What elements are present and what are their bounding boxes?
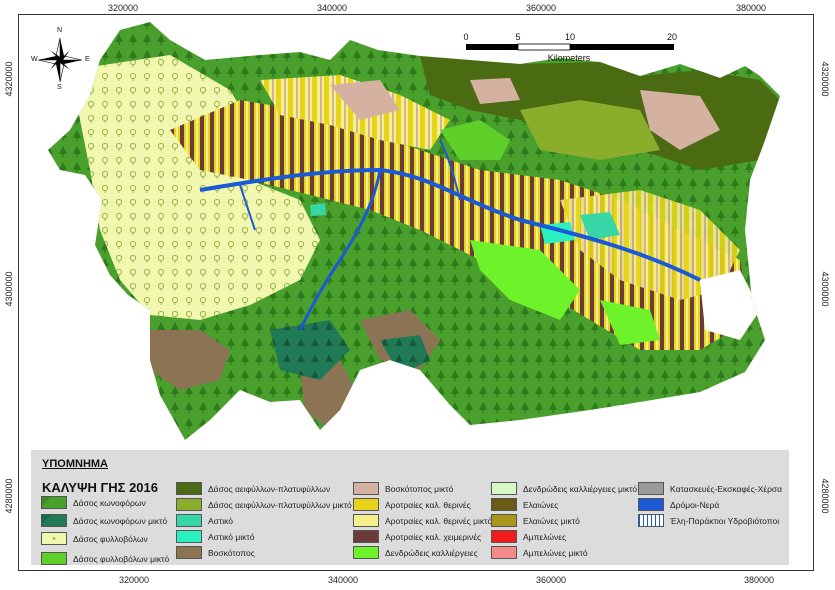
- legend-item-label: Δάσος κωνοφόρων: [73, 497, 146, 508]
- legend-item: Δάσος κωνοφόρων: [41, 496, 146, 509]
- legend-swatch: [491, 482, 517, 495]
- legend-item: Έλη-Παράκτιοι Υδροβιότοποι: [638, 514, 779, 527]
- x-tick-top: 340000: [316, 3, 348, 13]
- legend-item-label: Αμπελώνες μικτό: [523, 547, 588, 558]
- legend-item-label: Δάσος αειφύλλων-πλατυφύλλων: [208, 483, 331, 494]
- legend-item-label: Αροτραίες καλ. χειμερινές: [385, 531, 482, 542]
- legend-swatch: [491, 546, 517, 559]
- legend-swatch: [176, 546, 202, 559]
- legend-item: Δάσος αειφύλλων-πλατυφύλλων μικτό: [176, 498, 352, 511]
- legend-item: Αμπελώνες μικτό: [491, 546, 588, 559]
- tree-icon: [41, 496, 67, 509]
- legend-item-label: Αροτραίες καλ. θερινές μικτό: [385, 515, 493, 526]
- legend-item: Δάσος φυλλοβόλων: [41, 532, 148, 545]
- legend-item-label: Δάσος αειφύλλων-πλατυφύλλων μικτό: [208, 499, 352, 510]
- x-tick-bottom: 340000: [327, 575, 359, 585]
- legend-item-label: Δάσος φυλλοβόλων: [73, 533, 148, 544]
- legend-item-label: Αστικό: [208, 515, 234, 526]
- x-tick-bottom: 360000: [535, 575, 567, 585]
- legend-item: Δενδρώδεις καλλιέργειες μικτό: [491, 482, 637, 495]
- legend-item: Δάσος αειφύλλων-πλατυφύλλων: [176, 482, 330, 495]
- north-arrow-icon: [37, 37, 83, 83]
- legend-item-label: Βοσκότοπος μικτό: [385, 483, 454, 494]
- legend-swatch: [176, 514, 202, 527]
- legend-swatch: [176, 482, 202, 495]
- compass-south: S: [57, 84, 62, 91]
- legend-item: Αροτραίες καλ. θερινές: [353, 498, 471, 511]
- compass-east: E: [85, 56, 90, 63]
- legend-item-label: Δενδρώδεις καλλιέργειες μικτό: [523, 483, 638, 494]
- legend-item-label: Βοσκότοπος: [208, 547, 255, 558]
- legend-item-label: Δάσος φυλλοβόλων μικτό: [73, 553, 170, 564]
- legend-swatch: [491, 498, 517, 511]
- tree-icon: [41, 514, 67, 527]
- legend-item: Βοσκότοπος μικτό: [353, 482, 453, 495]
- x-tick-top: 360000: [525, 3, 557, 13]
- legend: ΥΠΟΜΝΗΜΑ ΚΑΛΥΨΗ ΓΗΣ 2016 Δάσος κωνοφόρων…: [31, 450, 789, 565]
- scale-unit: Kilometers: [547, 53, 591, 63]
- compass-north: N: [57, 27, 63, 34]
- scale-tick: 0: [463, 32, 469, 42]
- legend-swatch: [353, 546, 379, 559]
- legend-swatch: [176, 530, 202, 543]
- legend-title: ΥΠΟΜΝΗΜΑ: [42, 458, 108, 470]
- legend-swatch: [41, 552, 67, 565]
- legend-swatch: [353, 482, 379, 495]
- legend-item-label: Ελαιώνες: [523, 499, 559, 510]
- legend-item-label: Δενδρώδεις καλλιέργειες: [385, 547, 478, 558]
- compass-west: W: [31, 56, 38, 63]
- x-tick-bottom: 380000: [743, 575, 775, 585]
- legend-item-label: Δρόμοι-Νερά: [670, 499, 720, 510]
- scale-bar: [466, 43, 674, 51]
- legend-swatch: [638, 498, 664, 511]
- legend-item: Δενδρώδεις καλλιέργειες: [353, 546, 478, 559]
- legend-swatch: [491, 530, 517, 543]
- legend-item: Αστικό: [176, 514, 233, 527]
- legend-swatch: [353, 514, 379, 527]
- legend-item: Δρόμοι-Νερά: [638, 498, 719, 511]
- legend-item: Δάσος κωνοφόρων μικτό: [41, 514, 167, 527]
- legend-item: Αμπελώνες: [491, 530, 566, 543]
- scale-tick: 10: [564, 32, 576, 42]
- legend-item: Αροτραίες καλ. θερινές μικτό: [353, 514, 492, 527]
- legend-item: Αστικό μικτό: [176, 530, 255, 543]
- legend-item: Αροτραίες καλ. χειμερινές: [353, 530, 481, 543]
- legend-item-label: Αμπελώνες: [523, 531, 567, 542]
- legend-item-label: Κατασκευές-Εκσκαφές-Χέρσα: [670, 483, 783, 494]
- legend-item-label: Αστικό μικτό: [208, 531, 255, 542]
- legend-item-label: Έλη-Παράκτιοι Υδροβιότοποι: [670, 515, 780, 526]
- scale-tick: 20: [666, 32, 678, 42]
- legend-swatch: [353, 498, 379, 511]
- legend-item-label: Ελαιώνες μικτό: [523, 515, 580, 526]
- scale-tick: 5: [515, 32, 521, 42]
- legend-swatch: [491, 514, 517, 527]
- region-land-cover: [48, 22, 780, 440]
- legend-item: Βοσκότοπος: [176, 546, 255, 559]
- legend-item: Δάσος φυλλοβόλων μικτό: [41, 552, 169, 565]
- x-tick-top: 380000: [735, 3, 767, 13]
- leaf-icon: [41, 532, 67, 545]
- marsh-icon: [638, 514, 664, 527]
- legend-item-label: Αροτραίες καλ. θερινές: [385, 499, 471, 510]
- legend-swatch: [176, 498, 202, 511]
- legend-subtitle: ΚΑΛΥΨΗ ΓΗΣ 2016: [42, 480, 158, 495]
- x-tick-top: 320000: [107, 3, 139, 13]
- legend-swatch: [353, 530, 379, 543]
- legend-item: Κατασκευές-Εκσκαφές-Χέρσα: [638, 482, 782, 495]
- legend-item: Ελαιώνες μικτό: [491, 514, 580, 527]
- x-tick-bottom: 320000: [118, 575, 150, 585]
- legend-item: Ελαιώνες: [491, 498, 558, 511]
- legend-swatch: [638, 482, 664, 495]
- legend-item-label: Δάσος κωνοφόρων μικτό: [73, 515, 168, 526]
